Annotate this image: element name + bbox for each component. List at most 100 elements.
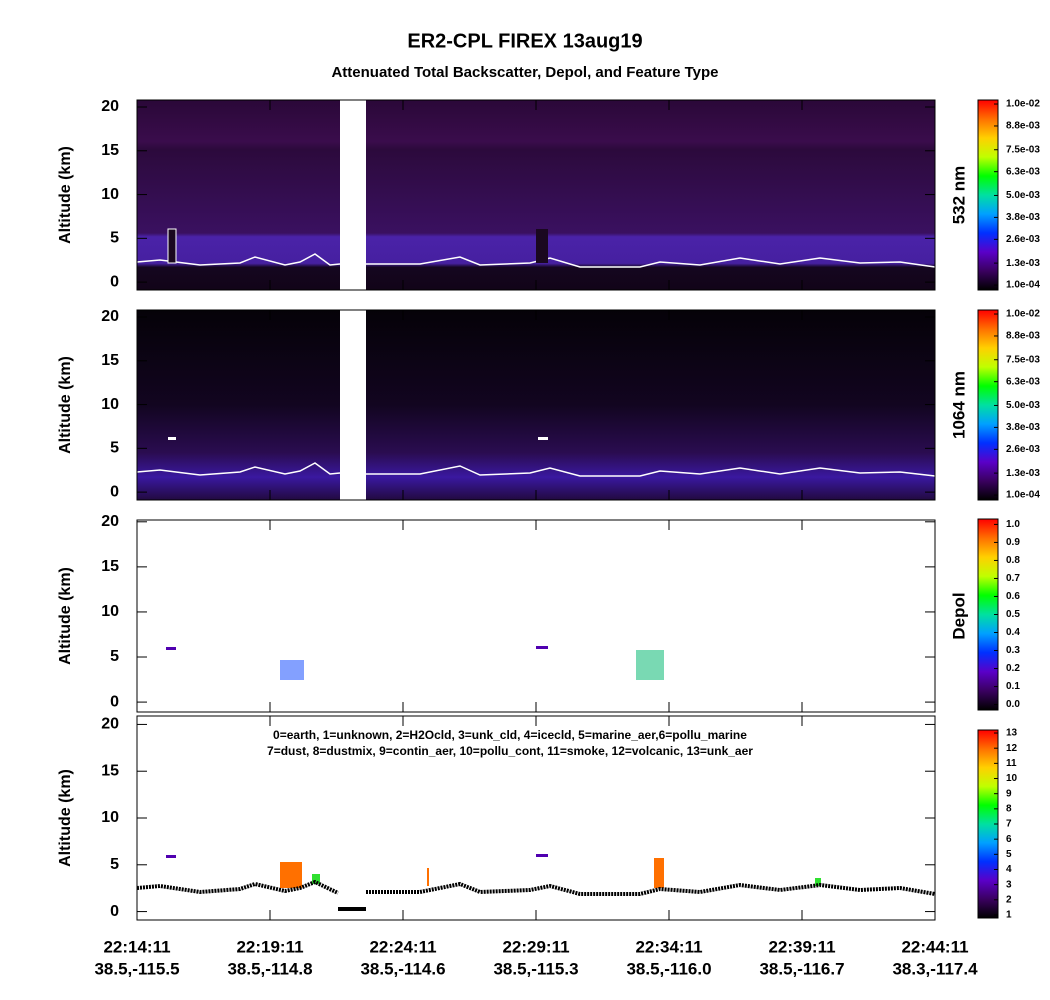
y-tick-label: 20 [101,716,119,733]
colorbar-tick-label: 5.0e-03 [1006,190,1040,201]
colorbar-tick-label: 7 [1006,819,1012,830]
colorbar-tick-label: 0.4 [1006,627,1020,638]
depol-feature [636,650,664,680]
colorbar-tick-label: 3 [1006,879,1012,890]
surface-line [136,462,936,477]
surface-line [338,907,366,911]
colorbar-tick-label: 10 [1006,773,1018,784]
chart-title: ER2-CPL FIREX 13aug19 [407,30,642,52]
colorbar-tick-label: 1.0e-04 [1006,280,1040,291]
y-tick-label: 10 [101,396,119,413]
chart-subtitle: Attenuated Total Backscatter, Depol, and… [331,64,718,81]
x-tick-location: 38.5,-115.3 [493,959,578,978]
colorbar-label: 532 nm [949,166,968,225]
colorbar-tick-label: 1.0 [1006,519,1020,530]
colorbar-tick-label: 0.7 [1006,573,1020,584]
y-tick-label: 15 [101,352,119,369]
colorbar-tick-label: 0.3 [1006,645,1020,656]
y-tick-label: 5 [110,230,119,247]
y-axis-label: Altitude (km) [57,146,74,244]
x-tick-location: 38.5,-114.6 [360,959,445,978]
y-tick-label: 10 [101,809,119,826]
type-feature [312,874,320,884]
y-tick-label: 15 [101,558,119,575]
y-tick-label: 10 [101,186,119,203]
colorbar-tick-label: 8 [1006,803,1012,814]
colorbar-tick-label: 0.9 [1006,537,1020,548]
cloud-feature [536,229,548,263]
colorbar-tick-label: 12 [1006,743,1018,754]
y-tick-label: 5 [110,648,119,665]
legend-annotation: 7=dust, 8=dustmix, 9=contin_aer, 10=poll… [267,744,753,758]
colorbar-tick-label: 6.3e-03 [1006,376,1040,387]
type-feature [166,855,176,858]
y-axis-label: Altitude (km) [57,356,74,454]
y-tick-label: 5 [110,856,119,873]
y-tick-label: 10 [101,603,119,620]
colorbar-tick-label: 8.8e-03 [1006,331,1040,342]
depol-feature [536,646,548,649]
x-tick-label: 22:29:11 [502,937,569,956]
colorbar-tick-label: 1.3e-03 [1006,468,1040,479]
type-feature [815,878,821,886]
colorbar-tick-label: 1.3e-03 [1006,258,1040,269]
colorbar-tick-label: 0.5 [1006,609,1020,620]
colorbar-tick-label: 0.8 [1006,555,1020,566]
x-tick-location: 38.5,-114.8 [227,959,312,978]
colorbar-tick-label: 3.8e-03 [1006,212,1040,223]
y-tick-label: 0 [110,693,119,710]
colorbar-tick-label: 2 [1006,894,1012,905]
colorbar-tick-label: 1.0e-02 [1006,99,1040,110]
y-tick-label: 0 [110,903,119,920]
x-tick-location: 38.5,-116.0 [626,959,711,978]
colorbar-tick-label: 6 [1006,834,1012,845]
colorbar-tick-label: 6.3e-03 [1006,166,1040,177]
colorbar-tick-label: 5.0e-03 [1006,400,1040,411]
x-tick-label: 22:44:11 [901,937,968,956]
x-tick-location: 38.5,-116.7 [759,959,844,978]
surface-line [136,879,936,896]
colorbar-tick-label: 8.8e-03 [1006,121,1040,132]
colorbar-label: Depol [949,592,968,639]
colorbar-tick-label: 0.2 [1006,663,1020,674]
colorbar-tick-label: 0.6 [1006,591,1020,602]
colorbar-label: 1064 nm [949,371,968,439]
x-tick-label: 22:24:11 [369,937,436,956]
y-axis-label: Altitude (km) [57,567,74,665]
x-tick-location: 38.5,-115.5 [94,959,179,978]
type-feature [536,854,548,857]
data-gap [340,100,366,290]
cloud-feature [168,437,176,440]
depol-feature [166,647,176,650]
colorbar-tick-label: 2.6e-03 [1006,444,1040,455]
colorbar-tick-label: 0.1 [1006,681,1020,692]
colorbar-tick-label: 9 [1006,788,1012,799]
colorbar-tick-label: 3.8e-03 [1006,422,1040,433]
x-tick-label: 22:39:11 [768,937,835,956]
x-tick-label: 22:34:11 [635,937,702,956]
x-tick-location: 38.3,-117.4 [892,959,978,978]
y-tick-label: 20 [101,513,119,530]
colorbar-tick-label: 7.5e-03 [1006,144,1040,155]
colorbar-tick-label: 2.6e-03 [1006,234,1040,245]
colorbar-tick-label: 4 [1006,864,1012,875]
y-tick-label: 0 [110,273,119,290]
colorbar-tick-label: 7.5e-03 [1006,354,1040,365]
colorbar-tick-label: 5 [1006,849,1012,860]
cloud-feature [167,228,177,264]
x-tick-label: 22:19:11 [236,937,303,956]
y-tick-label: 15 [101,142,119,159]
type-feature [654,858,664,888]
colorbar-tick-label: 11 [1006,758,1017,769]
colorbar-tick-label: 1.0e-04 [1006,490,1040,501]
colorbar-tick-label: 1 [1006,910,1012,921]
colorbar-tick-label: 13 [1006,728,1018,739]
colorbar-tick-label: 0.0 [1006,699,1020,710]
surface-line [136,253,936,268]
colorbar-tick-label: 1.0e-02 [1006,309,1040,320]
plot-frame [136,519,936,713]
data-gap [340,310,366,500]
y-tick-label: 5 [110,440,119,457]
legend-annotation: 0=earth, 1=unknown, 2=H2Ocld, 3=unk_cld,… [273,728,747,742]
